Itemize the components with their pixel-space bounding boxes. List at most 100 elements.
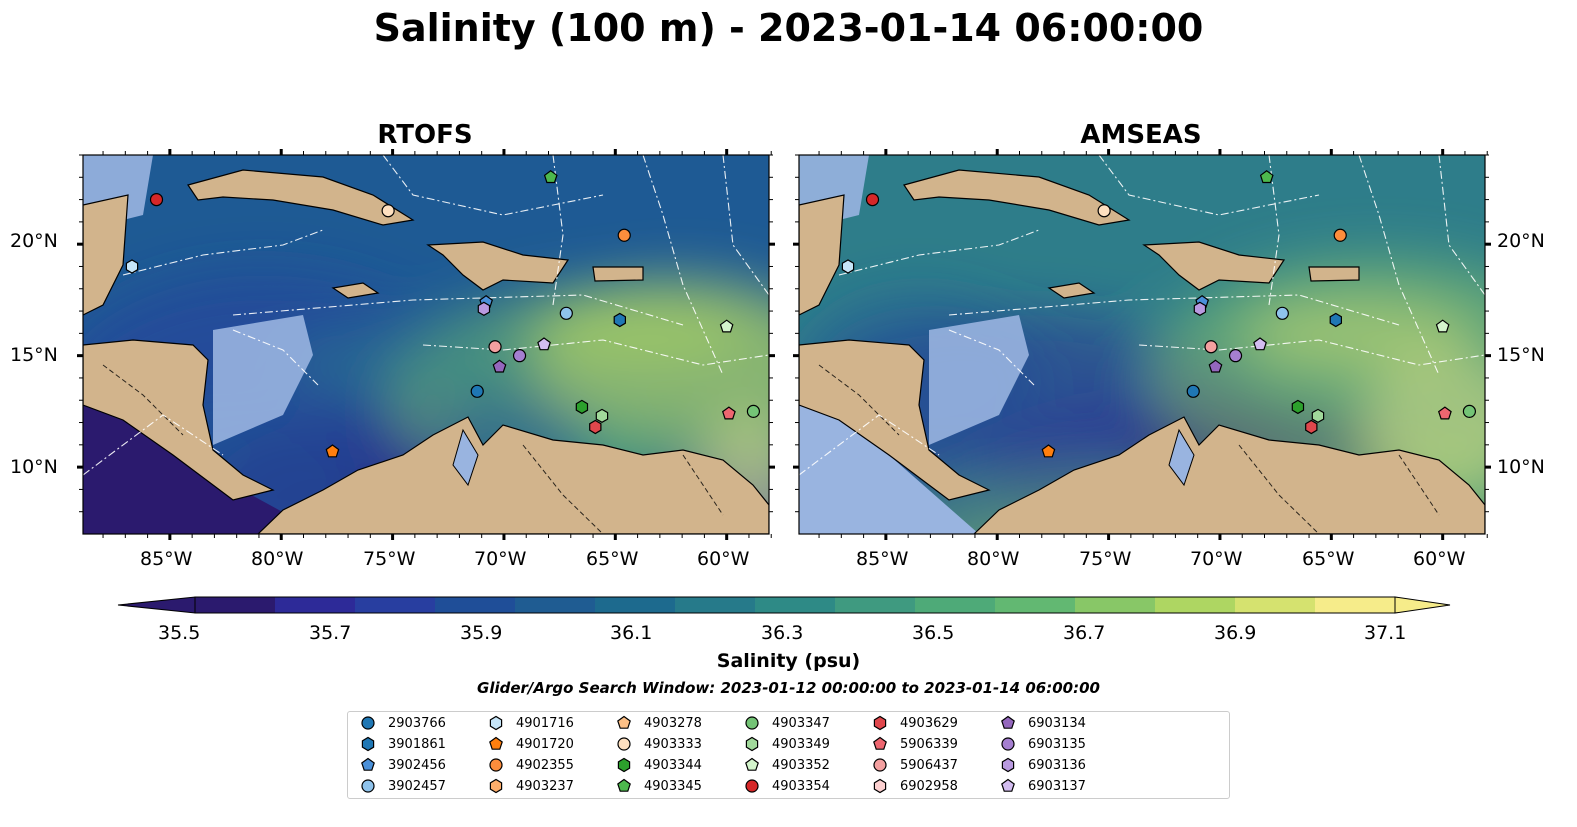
- legend-label: 3902457: [388, 778, 446, 794]
- legend-label: 5906437: [900, 757, 958, 773]
- hispaniola: [426, 241, 570, 291]
- float-marker-4903349: [1311, 408, 1325, 423]
- hexagon-marker-icon: [617, 757, 631, 773]
- float-marker-4903354: [149, 192, 164, 207]
- colorbar-tick-label: 35.5: [158, 622, 201, 644]
- lon-tick-label: 70°W: [1190, 548, 1243, 570]
- colorbar-tick-label: 37.1: [1364, 622, 1407, 644]
- legend-item: 4901716: [488, 715, 574, 731]
- legend-label: 2903766: [388, 715, 446, 731]
- float-marker-3901861: [1329, 312, 1343, 328]
- colorbar-segment: [595, 597, 676, 613]
- colorbar-segment: [675, 597, 756, 613]
- float-marker-4903347: [746, 404, 761, 418]
- hexagon-marker-icon: [489, 778, 503, 794]
- legend-item: 4901720: [488, 736, 574, 752]
- legend-label: 4901716: [516, 715, 574, 731]
- legend-label: 4903629: [900, 715, 958, 731]
- float-marker-4903333: [381, 204, 395, 218]
- pentagon-marker-icon: [617, 778, 631, 792]
- circle-marker-icon: [745, 779, 759, 793]
- legend-label: 4903347: [772, 715, 830, 731]
- float-marker-3902457: [1275, 306, 1289, 320]
- float-marker-4903629: [1305, 419, 1318, 435]
- legend-marker: [873, 758, 887, 772]
- lon-tick-label: 75°W: [1079, 548, 1132, 570]
- lat-tick-label-right: 15°N: [1497, 344, 1545, 366]
- float-marker-6903137: [1253, 337, 1267, 351]
- amseas-map: [793, 149, 1491, 540]
- lon-tick-label: 80°W: [967, 548, 1020, 570]
- legend-item: 4903345: [616, 778, 702, 794]
- float-marker-4903349: [595, 408, 609, 423]
- legend-item: 4903352: [744, 757, 830, 773]
- float-marker-4901716: [841, 259, 855, 274]
- circle-marker-icon: [617, 737, 631, 751]
- colorbar-segment: [1315, 597, 1396, 613]
- cuba: [903, 169, 1131, 226]
- figure-title: Salinity (100 m) - 2023-01-14 06:00:00: [373, 6, 1204, 50]
- float-marker-4902355: [617, 228, 631, 242]
- legend-label: 6903137: [1028, 778, 1086, 794]
- colorbar-tick-label: 35.7: [309, 622, 352, 644]
- legend-item: 4903333: [616, 736, 702, 752]
- pentagon-marker-icon: [489, 736, 503, 750]
- map-frame: [82, 154, 770, 535]
- float-marker-6903136: [477, 301, 491, 316]
- legend-item: 6902958: [872, 778, 958, 794]
- legend-item: 3901861: [360, 736, 446, 752]
- puerto-rico: [592, 266, 644, 282]
- hexagon-marker-icon: [873, 778, 887, 794]
- lon-tick-label: 60°W: [1413, 548, 1466, 570]
- legend-marker: [873, 778, 887, 794]
- map-panels: [77, 149, 1491, 540]
- rtofs-map: [77, 149, 775, 540]
- central-america: [83, 339, 275, 501]
- legend-label: 4903344: [644, 757, 702, 773]
- legend-label: 6903136: [1028, 757, 1086, 773]
- jamaica: [1047, 282, 1096, 299]
- legend-marker: [361, 736, 375, 752]
- hexagon-marker-icon: [745, 736, 759, 752]
- colorbar-segment: [1075, 597, 1156, 613]
- lat-tick-label-left: 20°N: [10, 230, 58, 252]
- hexagon-marker-icon: [489, 715, 503, 731]
- legend-item: 4903354: [744, 778, 830, 794]
- float-marker-2903766: [470, 384, 484, 398]
- float-marker-4902355: [1333, 228, 1347, 242]
- float-marker-5906339: [1437, 406, 1452, 420]
- legend-marker: [873, 715, 887, 731]
- colorbar-tick-label: 36.1: [610, 622, 653, 644]
- legend-item: 2903766: [360, 715, 446, 731]
- jamaica: [331, 282, 380, 299]
- legend-item: 6903135: [1000, 736, 1086, 752]
- legend-marker: [489, 715, 503, 731]
- hexagon-marker-icon: [1001, 757, 1015, 773]
- float-marker-6903134: [1208, 359, 1223, 373]
- lon-tick-label: 75°W: [363, 548, 416, 570]
- circle-marker-icon: [1001, 737, 1015, 751]
- lon-tick-label: 70°W: [474, 548, 527, 570]
- lat-tick-label-right: 10°N: [1497, 456, 1545, 478]
- panel-title-rtofs: RTOFS: [377, 120, 473, 150]
- legend-marker: [361, 716, 375, 730]
- float-marker-4903354: [865, 192, 880, 207]
- legend-item: 5906437: [872, 757, 958, 773]
- legend-marker: [745, 757, 759, 771]
- legend-marker: [361, 779, 375, 793]
- lon-tick-label: 85°W: [856, 548, 909, 570]
- legend-label: 4903278: [644, 715, 702, 731]
- central-america: [799, 339, 991, 501]
- float-marker-4901720: [1041, 444, 1056, 458]
- legend-label: 4901720: [516, 736, 574, 752]
- lon-tick-label: 65°W: [1302, 548, 1355, 570]
- legend-marker: [617, 778, 631, 792]
- circle-marker-icon: [361, 779, 375, 793]
- legend-item: 4903237: [488, 778, 574, 794]
- panel-title-amseas: AMSEAS: [1080, 120, 1202, 150]
- float-marker-4901716: [125, 259, 139, 274]
- legend-label: 6903135: [1028, 736, 1086, 752]
- lon-tick-label: 80°W: [251, 548, 304, 570]
- yucatan: [83, 194, 129, 316]
- float-marker-6903134: [492, 359, 507, 373]
